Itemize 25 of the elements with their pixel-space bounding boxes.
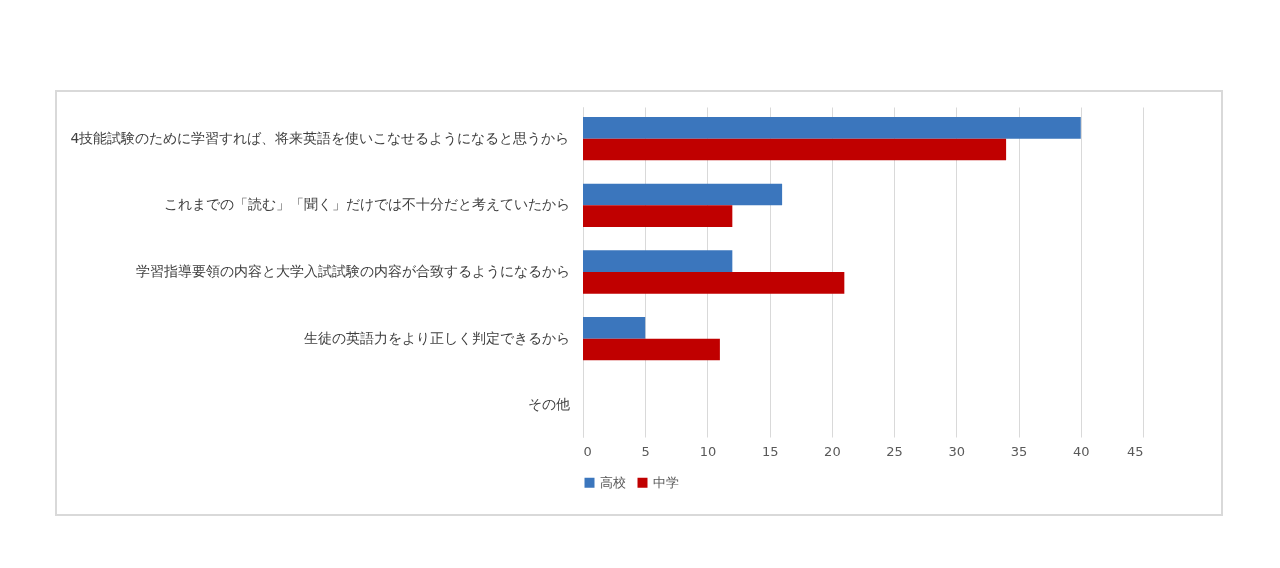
x-tick-label: 20	[824, 443, 841, 459]
x-tick-label: 5	[641, 443, 650, 459]
x-tick-label: 45	[1126, 443, 1144, 459]
x-tick-label: 40	[1073, 443, 1090, 459]
bar	[583, 250, 733, 272]
x-tick-label: 30	[948, 443, 966, 459]
bar	[583, 205, 733, 227]
bar	[583, 272, 845, 294]
y-tick-label: 4技能試験のために学習すれば、将来英語を使いこなせるようになると思うから	[70, 129, 570, 146]
legend-label: 高校	[600, 474, 626, 490]
x-tick-label: 25	[886, 443, 903, 459]
x-tick-label: 35	[1010, 443, 1028, 459]
bar	[583, 183, 783, 206]
y-tick-label: 学習指導要領の内容と大学入試試験の内容が合致するようになるから	[135, 263, 570, 279]
y-tick-label: これまでの「読む」「聞く」だけでは不十分だと考えていたから	[163, 196, 570, 213]
x-tick-label: 15	[761, 443, 779, 459]
x-tick-label: 10	[699, 443, 717, 459]
bar	[583, 138, 1007, 161]
y-tick-label: その他	[527, 396, 570, 413]
bar	[583, 117, 1081, 139]
x-tick-label: 0	[583, 443, 592, 459]
legend-label: 中学	[653, 474, 679, 490]
bar	[583, 317, 646, 339]
bar	[583, 338, 720, 361]
y-tick-label: 生徒の英語力をより正しく判定できるから	[303, 329, 570, 346]
